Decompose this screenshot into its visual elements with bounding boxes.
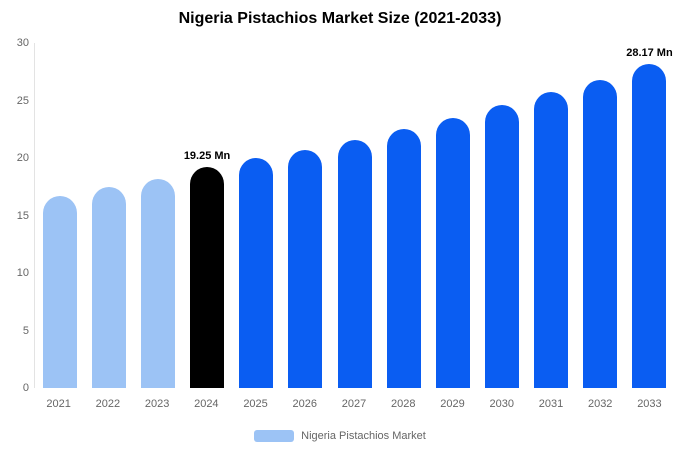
bar-column: 19.25 Mn [182, 43, 231, 388]
bar-2031[interactable] [534, 92, 569, 388]
x-tick-label: 2024 [194, 398, 219, 410]
bar-column [330, 43, 379, 388]
legend-label: Nigeria Pistachios Market [301, 430, 426, 442]
x-tick-label: 2023 [144, 398, 170, 410]
x-tick-label: 2025 [243, 398, 268, 410]
bar-column [133, 43, 182, 388]
bar-2021[interactable] [42, 195, 77, 388]
bar-2027[interactable] [337, 139, 372, 388]
bar-2032[interactable] [583, 79, 618, 388]
bar-value-label: 28.17 Mn [626, 47, 673, 60]
x-tick-label: 2027 [341, 398, 367, 410]
plot-area: 0 5 10 15 20 25 30 19.25 Mn 28.17 Mn [17, 37, 674, 394]
bar-column [428, 43, 477, 388]
y-tick-label: 10 [16, 267, 29, 279]
x-tick-label: 2022 [95, 398, 121, 410]
y-tick-label: 0 [22, 382, 29, 394]
x-axis-labels: 2021 2022 2023 2024 2025 2026 2027 2028 2029 2030… [34, 398, 674, 410]
x-tick-label: 2031 [538, 398, 564, 410]
bar-2024[interactable] [190, 166, 225, 388]
legend[interactable]: Nigeria Pistachios Market [0, 430, 680, 442]
x-tick-label: 2021 [46, 398, 71, 410]
bar-column [379, 43, 428, 388]
bar-column: 28.17 Mn [625, 43, 674, 388]
bars: 19.25 Mn 28.17 Mn [35, 43, 674, 388]
bar-2023[interactable] [140, 178, 175, 388]
y-tick-label: 20 [16, 152, 29, 164]
bar-2028[interactable] [386, 129, 421, 388]
bar-column [35, 43, 84, 388]
bar-2022[interactable] [91, 186, 126, 388]
bar-2030[interactable] [484, 105, 519, 388]
bar-column [576, 43, 625, 388]
x-tick-label: 2029 [440, 398, 465, 410]
bar-column [232, 43, 281, 388]
bar-column [84, 43, 133, 388]
chart-title: Nigeria Pistachios Market Size (2021-203… [178, 10, 502, 27]
bar-2033[interactable] [632, 64, 667, 388]
bar-column [527, 43, 576, 388]
y-tick-label: 5 [22, 324, 29, 337]
legend-swatch-icon [254, 430, 295, 442]
bar-column [281, 43, 330, 388]
x-tick-label: 2033 [637, 398, 662, 410]
bar-value-label: 19.25 Mn [183, 149, 231, 162]
bar-2029[interactable] [435, 117, 470, 388]
bar-2025[interactable] [239, 158, 274, 388]
x-tick-label: 2028 [391, 398, 416, 410]
y-tick-label: 30 [16, 37, 29, 49]
x-tick-label: 2026 [292, 398, 318, 410]
bar-column [477, 43, 526, 388]
y-tick-label: 15 [16, 209, 29, 222]
x-tick-label: 2030 [489, 398, 514, 410]
x-tick-label: 2032 [587, 398, 613, 410]
bar-2026[interactable] [288, 149, 323, 388]
y-tick-label: 25 [16, 94, 29, 107]
